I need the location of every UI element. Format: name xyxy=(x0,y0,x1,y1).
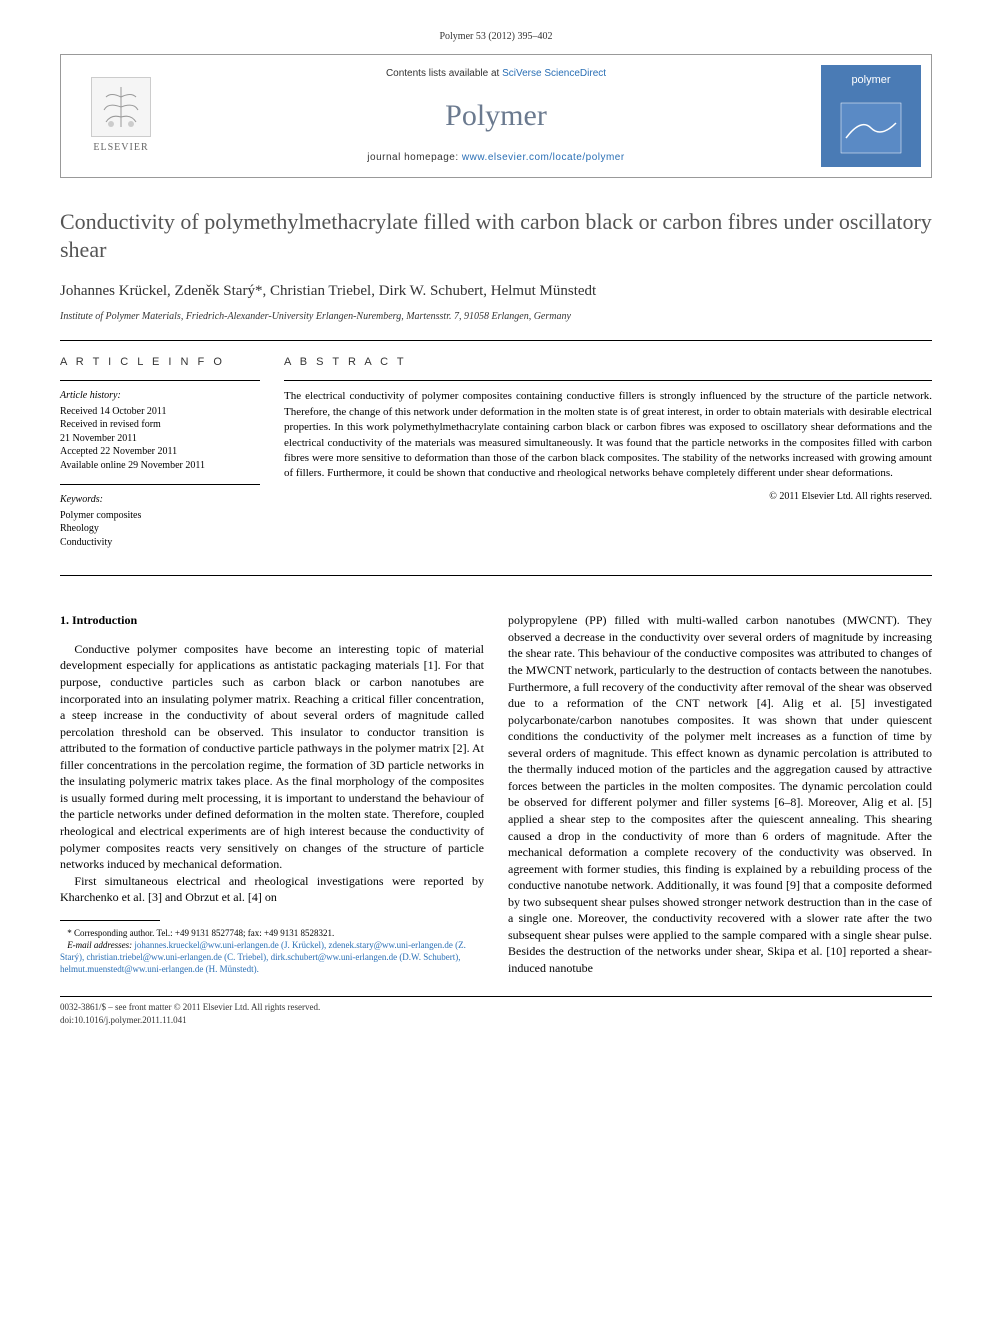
article-history: Article history: Received 14 October 201… xyxy=(60,389,260,472)
history-line: Received in revised form xyxy=(60,418,260,432)
corresponding-author: * Corresponding author. Tel.: +49 9131 8… xyxy=(60,927,484,939)
journal-title: Polymer xyxy=(191,95,801,137)
elsevier-tree-icon xyxy=(91,77,151,137)
keyword: Polymer composites xyxy=(60,509,260,523)
homepage-line: journal homepage: www.elsevier.com/locat… xyxy=(191,151,801,165)
body-column-right: polypropylene (PP) filled with multi-wal… xyxy=(508,612,932,976)
top-rule xyxy=(60,340,932,341)
section-number: 1. xyxy=(60,613,69,627)
journal-cover-thumb[interactable]: polymer xyxy=(821,65,921,167)
citation-line: Polymer 53 (2012) 395–402 xyxy=(60,30,932,44)
body-paragraph: polypropylene (PP) filled with multi-wal… xyxy=(508,612,932,976)
page-footer: 0032-3861/$ – see front matter © 2011 El… xyxy=(60,996,932,1026)
history-line: Accepted 22 November 2011 xyxy=(60,445,260,459)
affiliation: Institute of Polymer Materials, Friedric… xyxy=(60,310,932,324)
journal-header: ELSEVIER Contents lists available at Sci… xyxy=(60,54,932,178)
body-column-left: 1. Introduction Conductive polymer compo… xyxy=(60,612,484,976)
section-heading: 1. Introduction xyxy=(60,612,484,629)
footnotes: * Corresponding author. Tel.: +49 9131 8… xyxy=(60,927,484,976)
homepage-prefix: journal homepage: xyxy=(367,152,462,163)
history-line: Received 14 October 2011 xyxy=(60,405,260,419)
history-line: Available online 29 November 2011 xyxy=(60,459,260,473)
cover-label: polymer xyxy=(851,73,890,88)
abstract-text: The electrical conductivity of polymer c… xyxy=(284,389,932,481)
sciencedirect-link[interactable]: SciVerse ScienceDirect xyxy=(502,68,606,79)
article-title: Conductivity of polymethylmethacrylate f… xyxy=(60,208,932,263)
info-rule-1 xyxy=(60,380,260,381)
emails-label: E-mail addresses: xyxy=(67,940,132,950)
keyword: Conductivity xyxy=(60,536,260,550)
contents-available: Contents lists available at SciVerse Sci… xyxy=(191,67,801,81)
body-paragraph: Conductive polymer composites have becom… xyxy=(60,641,484,873)
email-addresses: E-mail addresses: johannes.krueckel@ww.u… xyxy=(60,939,484,975)
article-info-column: A R T I C L E I N F O Article history: R… xyxy=(60,355,260,561)
homepage-link[interactable]: www.elsevier.com/locate/polymer xyxy=(462,152,625,163)
authors-list: Johannes Krückel, Zdeněk Starý*, Christi… xyxy=(60,281,932,302)
footnote-separator xyxy=(60,920,160,921)
history-line: 21 November 2011 xyxy=(60,432,260,446)
elsevier-logo[interactable]: ELSEVIER xyxy=(71,65,171,167)
keywords-block: Keywords: Polymer composites Rheology Co… xyxy=(60,493,260,549)
info-rule-2 xyxy=(60,484,260,485)
doi-line: doi:10.1016/j.polymer.2011.11.041 xyxy=(60,1014,932,1027)
bottom-rule xyxy=(60,575,932,576)
section-title: Introduction xyxy=(72,613,137,627)
keyword: Rheology xyxy=(60,522,260,536)
abstract-column: A B S T R A C T The electrical conductiv… xyxy=(284,355,932,561)
history-label: Article history: xyxy=(60,389,260,403)
abstract-copyright: © 2011 Elsevier Ltd. All rights reserved… xyxy=(284,490,932,504)
elsevier-label: ELSEVIER xyxy=(93,141,148,155)
abstract-rule xyxy=(284,380,932,381)
abstract-heading: A B S T R A C T xyxy=(284,355,932,370)
info-abstract-row: A R T I C L E I N F O Article history: R… xyxy=(60,355,932,561)
keywords-label: Keywords: xyxy=(60,493,260,507)
body-paragraph: First simultaneous electrical and rheolo… xyxy=(60,873,484,906)
issn-line: 0032-3861/$ – see front matter © 2011 El… xyxy=(60,1001,932,1014)
body-columns: 1. Introduction Conductive polymer compo… xyxy=(60,612,932,976)
article-info-heading: A R T I C L E I N F O xyxy=(60,355,260,370)
contents-prefix: Contents lists available at xyxy=(386,68,502,79)
